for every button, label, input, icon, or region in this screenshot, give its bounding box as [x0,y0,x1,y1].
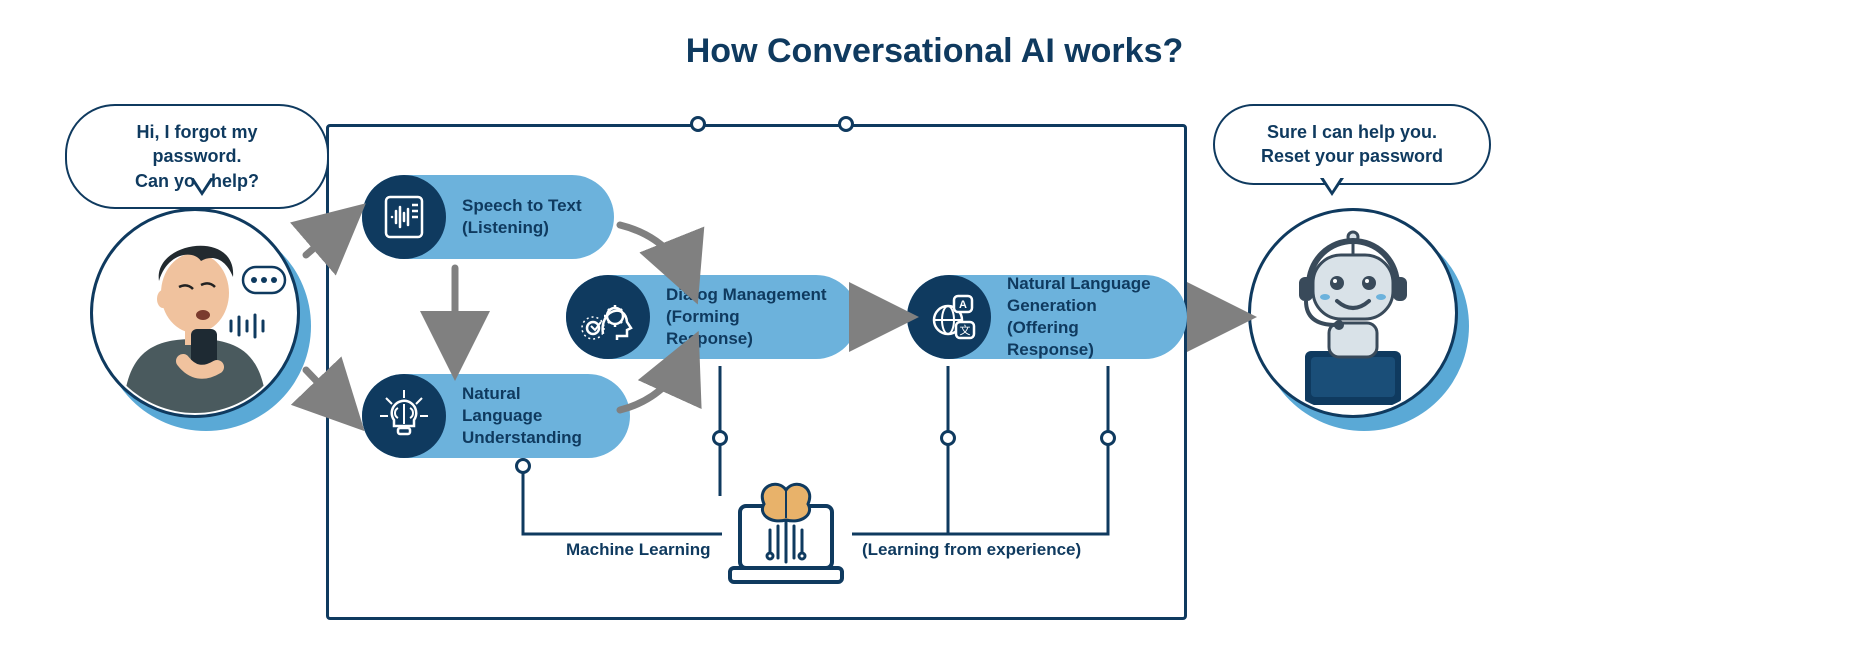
connector-dot-2 [712,430,728,446]
ml-connectors [0,0,1500,667]
connector-dot-4 [1100,430,1116,446]
connector-dot-1 [515,458,531,474]
connector-dot-3 [940,430,956,446]
